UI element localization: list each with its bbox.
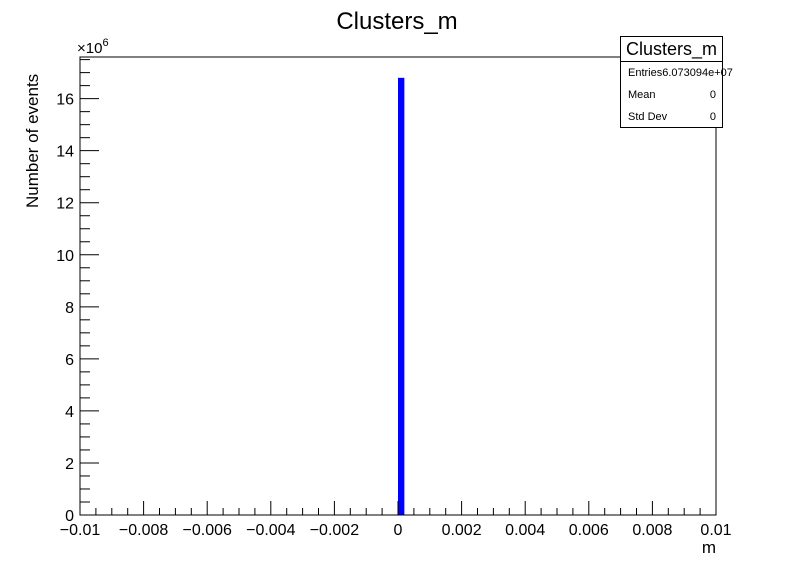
bars-group [398, 77, 405, 516]
x-tick-label: 0.002 [442, 522, 482, 539]
stats-box: Clusters_m Entries 6.073094e+07 Mean 0 S… [620, 36, 733, 128]
stats-label: Entries [628, 67, 663, 79]
x-tick-label: 0.006 [569, 522, 609, 539]
stats-label: Std Dev [628, 111, 668, 123]
x-tick-label: −0.008 [119, 522, 168, 539]
y-tick-label: 14 [56, 144, 74, 161]
x-tick-label: −0.004 [246, 522, 295, 539]
y-tick-label: 6 [65, 352, 74, 369]
y-tick-label: 8 [65, 300, 74, 317]
x-tick-label: −0.002 [310, 522, 359, 539]
stats-box-title: Clusters_m [621, 37, 722, 62]
stats-row-mean: Mean 0 [621, 84, 722, 106]
stats-value: 0 [709, 89, 716, 101]
y-tick-label: 16 [56, 92, 74, 109]
y-tick-label: 10 [56, 248, 74, 265]
y-axis: 0 2 4 6 8 10 12 14 16 [56, 59, 99, 525]
y-multiplier-base: ×10 [77, 40, 102, 57]
x-tick-label: 0 [394, 522, 403, 539]
stats-row-entries: Entries 6.073094e+07 [621, 62, 733, 84]
x-tick-label: −0.01 [60, 522, 101, 539]
y-multiplier-exponent: 6 [102, 37, 108, 49]
stats-value: 6.073094e+07 [662, 67, 733, 79]
y-tick-label: 4 [65, 404, 74, 421]
histogram-bar [398, 77, 405, 516]
chart-title: Clusters_m [336, 8, 457, 35]
x-axis-label: m [702, 538, 716, 557]
x-axis: −0.01 −0.008 −0.006 −0.004 −0.002 0 0.002 0.004… [60, 501, 732, 539]
y-axis-label: Number of events [23, 74, 42, 208]
y-tick-label: 0 [65, 508, 74, 525]
y-multiplier-label: ×106 [77, 37, 109, 57]
stats-label: Mean [628, 89, 656, 101]
x-tick-label: 0.004 [505, 522, 545, 539]
stats-value: 0 [709, 111, 716, 123]
x-tick-label: 0.008 [632, 522, 672, 539]
y-tick-label: 12 [56, 196, 74, 213]
x-tick-label: −0.006 [183, 522, 232, 539]
y-tick-label: 2 [65, 456, 74, 473]
x-tick-label: 0.01 [700, 522, 731, 539]
stats-row-stddev: Std Dev 0 [621, 106, 722, 128]
